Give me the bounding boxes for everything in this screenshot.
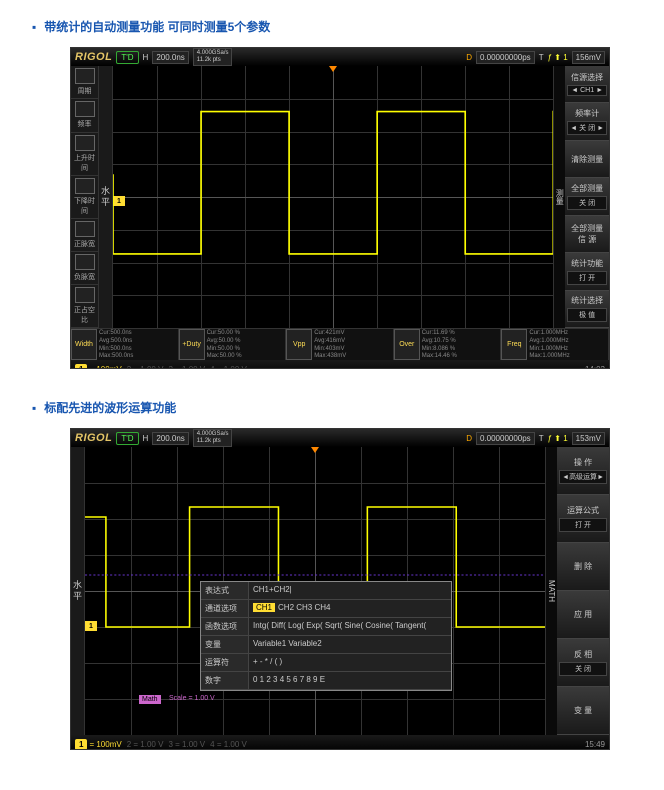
popup-label-num: 数字 [201, 672, 249, 689]
waveform-ch1 [113, 66, 553, 328]
horizontal-scale-2: 200.0ns [152, 432, 188, 445]
top-bar: RIGOL T'D H 200.0ns 4.000GSa/s 11.2k pts… [71, 48, 609, 66]
trigger-ch-2: 1 [563, 434, 567, 443]
oscilloscope-screenshot-1: RIGOL T'D H 200.0ns 4.000GSa/s 11.2k pts… [70, 47, 610, 369]
meas-tag-vpp: Vpp [286, 329, 312, 360]
time-display: 14:03 [585, 365, 605, 370]
meas-period[interactable]: 周期 [71, 66, 98, 99]
menu-formula[interactable]: 运算公式打 开 [557, 495, 609, 543]
trigger-mode-2: T'D [116, 432, 138, 445]
brand-logo: RIGOL [75, 51, 112, 63]
right-tab-math: MATH [545, 447, 557, 735]
waveform-grid-2[interactable]: 1 Math Scale = 1.00 V 表达式CH1+CH2| 通道选项CH… [85, 447, 545, 735]
popup-label-fn: 函数选项 [201, 618, 249, 635]
popup-label-var: 变量 [201, 636, 249, 653]
right-menu-2: 操 作◄高级运算► 运算公式打 开 删 除 应 用 反 相关 闭 变 量 [557, 447, 609, 735]
menu-freqcounter[interactable]: 频率计◄ 关 闭 ► [565, 103, 609, 140]
popup-val-fn[interactable]: Intg( Diff( Log( Exp( Sqrt( Sine( Cosine… [249, 618, 451, 635]
menu-source[interactable]: 信源选择◄ CH1 ► [565, 66, 609, 103]
ch1-tag-2[interactable]: 1 [75, 739, 87, 750]
popup-label-ch: 通道选项 [201, 600, 249, 617]
expression-popup[interactable]: 表达式CH1+CH2| 通道选项CH1CH2 CH3 CH4 函数选项Intg(… [200, 581, 452, 691]
menu-apply[interactable]: 应 用 [557, 591, 609, 639]
trigger-level: 156mV [572, 51, 605, 64]
delay-label-2: D [466, 434, 472, 443]
meas-tag-width: Width [71, 329, 97, 360]
popup-val-var[interactable]: Variable1 Variable2 [249, 636, 451, 653]
trigger-label-2: T [539, 434, 544, 443]
menu-allmeas[interactable]: 全部测量关 闭 [565, 178, 609, 215]
math-label: Math [139, 695, 161, 704]
meas-tag-freq: Freq [501, 329, 527, 360]
popup-label-expr: 表达式 [201, 582, 249, 599]
ch1-tag[interactable]: 1 [75, 364, 87, 370]
menu-stats[interactable]: 统计功能打 开 [565, 253, 609, 290]
menu-invert[interactable]: 反 相关 闭 [557, 639, 609, 687]
brand-logo-2: RIGOL [75, 432, 112, 444]
oscilloscope-screenshot-2: RIGOL T'D H 200.0ns 4.000GSa/s 11.2k pts… [70, 428, 610, 750]
right-menu: 信源选择◄ CH1 ► 频率计◄ 关 闭 ► 清除测量 全部测量关 闭 全部测量… [565, 66, 609, 328]
menu-operate[interactable]: 操 作◄高级运算► [557, 447, 609, 495]
bottom-bar-2: 1= 100mV 2 = 1.00 V 3 = 1.00 V 4 = 1.00 … [71, 735, 609, 750]
delay-label: D [466, 53, 472, 62]
menu-variable[interactable]: 变 量 [557, 687, 609, 735]
delay-value: 0.00000000ps [476, 51, 535, 64]
sample-rate-2: 4.000GSa/s 11.2k pts [193, 429, 233, 446]
sample-rate: 4.000GSa/s 11.2k pts [193, 48, 233, 65]
popup-val-ch[interactable]: CH1CH2 CH3 CH4 [249, 600, 451, 617]
delay-value-2: 0.00000000ps [476, 432, 535, 445]
section-title-1: 带统计的自动测量功能 可同时测量5个参数 [32, 18, 644, 35]
popup-label-op: 运算符 [201, 654, 249, 671]
menu-clear[interactable]: 清除测量 [565, 141, 609, 178]
meas-freq[interactable]: 频率 [71, 99, 98, 132]
vertical-tab-2: 水平 [71, 447, 85, 735]
horizontal-scale: 200.0ns [152, 51, 188, 64]
meas-nwidth[interactable]: 负脉宽 [71, 252, 98, 285]
menu-delete[interactable]: 删 除 [557, 543, 609, 591]
meas-pwidth[interactable]: 正脉宽 [71, 219, 98, 252]
popup-val-op[interactable]: + - * / ( ) [249, 654, 451, 671]
trigger-mode: T'D [116, 51, 138, 64]
meas-fall[interactable]: 下降时间 [71, 176, 98, 219]
measurement-row: WidthCur:500.0nsAvg:500.0nsMin:500.0nsMa… [71, 328, 609, 360]
waveform-grid[interactable]: 1 [113, 66, 553, 328]
bottom-bar: 1= 100mV 2 = 1.00 V 3 = 1.00 V 4 = 1.00 … [71, 360, 609, 369]
left-measure-bar: 周期 频率 上升时间 下降时间 正脉宽 负脉宽 正占空比 [71, 66, 99, 328]
trigger-level-2: 153mV [572, 432, 605, 445]
meas-pduty[interactable]: 正占空比 [71, 285, 98, 328]
hscale-label: H [143, 53, 149, 62]
meas-tag-over: Over [394, 329, 420, 360]
menu-statsel[interactable]: 统计选择极 值 [565, 291, 609, 328]
popup-val-num[interactable]: 0 1 2 3 4 5 6 7 8 9 E [249, 672, 451, 689]
trigger-ch: 1 [563, 53, 567, 62]
meas-rise[interactable]: 上升时间 [71, 133, 98, 176]
vertical-tab: 水平 [99, 66, 113, 328]
menu-allmeas-src[interactable]: 全部测量 信 源 [565, 216, 609, 253]
meas-tag-duty: +Duty [179, 329, 205, 360]
right-tab-measure: 测量 [553, 66, 565, 328]
trigger-label: T [539, 53, 544, 62]
section-title-2: 标配先进的波形运算功能 [32, 399, 644, 416]
popup-val-expr[interactable]: CH1+CH2| [249, 582, 451, 599]
hscale-label-2: H [143, 434, 149, 443]
top-bar-2: RIGOL T'D H 200.0ns 4.000GSa/s 11.2k pts… [71, 429, 609, 447]
time-display-2: 15:49 [585, 740, 605, 749]
math-scale: Scale = 1.00 V [169, 695, 215, 702]
